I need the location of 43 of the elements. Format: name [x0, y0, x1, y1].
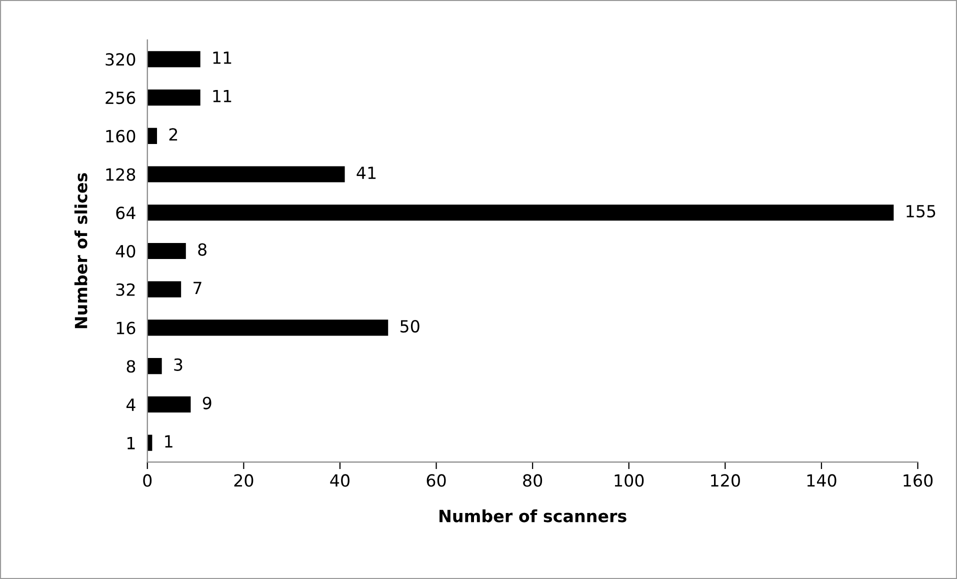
x-tick-label: 100 [614, 474, 644, 487]
data-label: 2 [169, 128, 178, 140]
data-label: 1 [165, 435, 172, 448]
y-tick-label: 160 [106, 130, 136, 142]
bar [147, 281, 182, 298]
bar [147, 396, 191, 413]
x-tick-label: 160 [904, 474, 933, 487]
data-label: 41 [356, 166, 376, 179]
data-label: 11 [213, 90, 232, 102]
x-tick-label: 60 [426, 474, 446, 487]
data-label: 8 [198, 243, 206, 256]
x-tick-label: 20 [234, 474, 254, 487]
data-label: 11 [213, 52, 232, 64]
bar [147, 320, 388, 336]
x-tick-label: 0 [143, 474, 152, 487]
bar [147, 51, 200, 68]
bar [147, 204, 894, 221]
x-tick-label: 80 [523, 474, 542, 487]
y-tick-label: 320 [106, 53, 136, 66]
data-label: 7 [194, 282, 202, 294]
x-axis-title: Number of scanners [440, 509, 626, 522]
bar [147, 358, 162, 374]
y-tick-label: 128 [106, 168, 136, 181]
data-label: 9 [202, 396, 212, 410]
y-tick-label: 1 [127, 437, 135, 450]
x-tick-label: 120 [711, 474, 740, 487]
bar [147, 242, 186, 260]
y-axis-title: Number of slices [74, 173, 88, 328]
y-tick-label: 256 [106, 91, 136, 104]
bar [147, 89, 200, 106]
y-tick-label: 16 [116, 322, 136, 334]
data-label: 3 [174, 358, 182, 371]
x-tick-label: 140 [807, 474, 836, 487]
bar [147, 128, 158, 144]
x-tick-label: 40 [330, 474, 350, 487]
y-tick-label: 8 [126, 360, 136, 373]
y-tick-label: 32 [116, 283, 135, 296]
y-tick-label: 64 [116, 206, 136, 220]
y-tick-label: 4 [126, 398, 136, 411]
data-label: 50 [400, 320, 420, 333]
bar [147, 166, 345, 182]
y-tick-label: 40 [116, 244, 136, 258]
data-label: 155 [906, 205, 936, 218]
